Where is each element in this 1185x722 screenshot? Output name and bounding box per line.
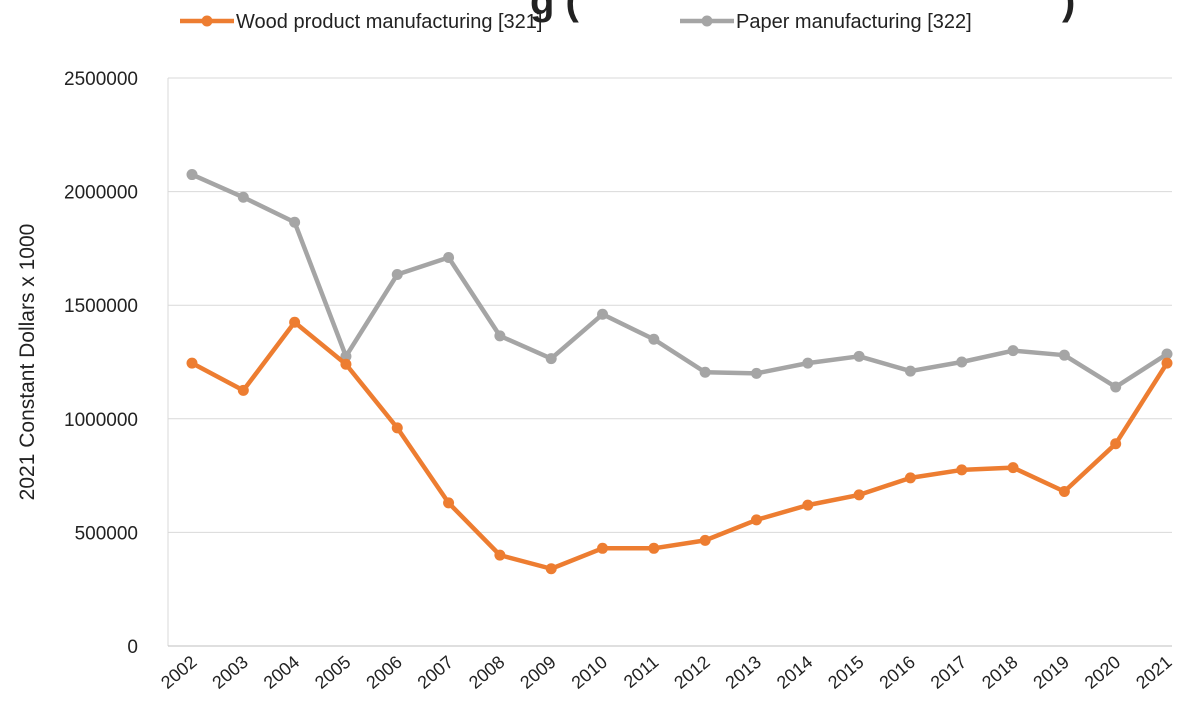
- x-tick-label: 2002: [157, 652, 201, 693]
- data-point-paper: [853, 350, 865, 362]
- data-point-wood: [904, 472, 916, 484]
- data-point-paper: [956, 356, 968, 368]
- y-axis-title: 2021 Constant Dollars x 1000: [16, 224, 39, 501]
- series-line-wood: [190, 319, 1169, 572]
- data-point-wood: [597, 542, 609, 554]
- y-tick-label: 500000: [75, 523, 138, 544]
- series-lines: [186, 169, 1173, 575]
- data-point-paper: [237, 191, 249, 203]
- legend: Wood product manufacturing [321] Paper ma…: [180, 11, 972, 33]
- x-tick-label: 2020: [1081, 652, 1125, 693]
- series-line-paper: [191, 172, 1169, 390]
- legend-marker-paper: [701, 15, 713, 27]
- x-tick-label: 2004: [260, 652, 304, 693]
- chart-title-fragment: g (: [530, 0, 580, 23]
- data-point-paper: [802, 357, 814, 369]
- data-point-wood: [1058, 486, 1070, 498]
- data-point-paper: [340, 350, 352, 362]
- x-tick-label: 2019: [1029, 652, 1073, 693]
- x-tick-label: 2017: [927, 652, 971, 693]
- data-point-wood: [1007, 462, 1019, 474]
- x-tick-label: 2005: [311, 652, 355, 693]
- data-point-paper: [597, 308, 609, 320]
- data-point-wood: [802, 499, 814, 511]
- x-tick-label: 2007: [414, 652, 458, 693]
- legend-label-paper: Paper manufacturing [322]: [736, 11, 972, 33]
- data-point-wood: [340, 358, 352, 370]
- data-point-paper: [699, 366, 711, 378]
- x-tick-label: 2010: [568, 652, 612, 693]
- data-point-paper: [648, 333, 660, 345]
- data-point-wood: [1161, 357, 1173, 369]
- data-point-wood: [853, 489, 865, 501]
- y-tick-label: 2500000: [64, 69, 138, 90]
- data-point-wood: [391, 422, 403, 434]
- data-point-paper: [494, 330, 506, 342]
- x-tick-label: 2013: [722, 652, 766, 693]
- x-tick-label: 2009: [516, 652, 560, 693]
- data-point-paper: [186, 169, 198, 181]
- legend-label-wood: Wood product manufacturing [321]: [236, 11, 542, 33]
- y-tick-label: 1000000: [64, 410, 138, 431]
- x-tick-label: 2006: [362, 652, 406, 693]
- chart-title-suffix-fragment: ): [1062, 0, 1075, 23]
- data-point-paper: [443, 251, 455, 263]
- data-point-wood: [1110, 438, 1122, 450]
- data-point-paper: [545, 353, 557, 365]
- y-tick-label: 0: [127, 637, 138, 658]
- data-point-paper: [1110, 381, 1122, 393]
- data-point-wood: [186, 357, 198, 369]
- gridlines: [168, 77, 1172, 533]
- x-tick-label: 2018: [978, 652, 1022, 693]
- data-point-wood: [699, 534, 711, 546]
- data-point-paper: [1007, 345, 1019, 357]
- data-point-paper: [289, 216, 301, 228]
- y-tick-label: 2000000: [64, 183, 138, 204]
- data-point-paper: [1161, 348, 1173, 360]
- data-point-paper: [750, 367, 762, 379]
- x-tick-label: 2016: [875, 652, 919, 693]
- data-point-paper: [1058, 349, 1070, 361]
- x-tick-label: 2015: [824, 652, 868, 693]
- data-point-paper: [391, 269, 403, 281]
- x-tick-label: 2008: [465, 652, 509, 693]
- x-tick-label: 2011: [620, 652, 663, 692]
- data-point-wood: [750, 514, 762, 526]
- x-tick-label: 2012: [670, 652, 714, 693]
- x-tick-label: 2021: [1132, 652, 1176, 693]
- x-tick-label: 2014: [773, 652, 817, 693]
- data-point-paper: [904, 365, 916, 377]
- data-point-wood: [648, 542, 660, 554]
- data-point-wood: [494, 549, 506, 561]
- data-point-wood: [237, 384, 249, 396]
- data-point-wood: [956, 464, 968, 476]
- legend-marker-wood: [201, 15, 213, 27]
- data-point-wood: [289, 316, 301, 328]
- data-point-wood: [443, 497, 455, 509]
- title-layer: g (): [530, 0, 1075, 23]
- data-point-wood: [545, 563, 557, 575]
- x-tick-label: 2003: [208, 652, 252, 693]
- y-tick-label: 1500000: [64, 296, 138, 317]
